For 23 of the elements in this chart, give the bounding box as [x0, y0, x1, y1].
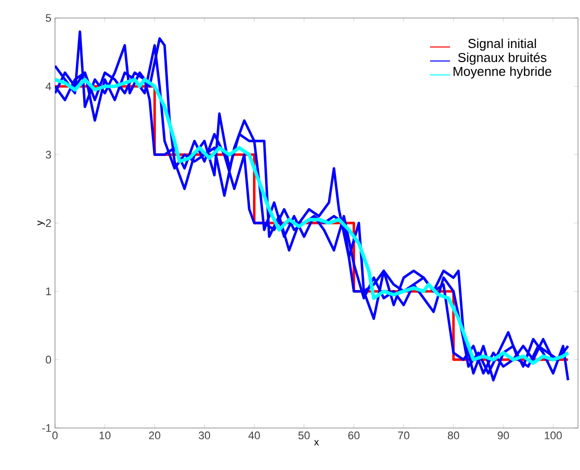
x-axis-title: x	[314, 440, 319, 446]
x-tick-label: 80	[448, 432, 460, 440]
x-tick-label: 40	[248, 432, 260, 440]
legend-label: Signaux bruités	[458, 52, 546, 65]
x-tick-label: 0	[52, 432, 58, 440]
y-tick-label: 4	[46, 82, 52, 90]
x-tick-label: 50	[298, 432, 310, 440]
x-tick-label: 60	[348, 432, 360, 440]
x-tick-label: 20	[149, 432, 160, 440]
y-tick-label: 0	[46, 356, 52, 364]
y-axis-title: y	[38, 220, 45, 226]
legend-label: Signal initial	[468, 38, 536, 51]
y-tick-label: 3	[46, 150, 51, 159]
x-tick-label: 10	[100, 432, 110, 440]
y-tick-label: 1	[46, 288, 51, 296]
x-tick-label: 100	[544, 432, 562, 440]
y-tick-label: 2	[46, 219, 51, 227]
legend-label: Moyenne hybride	[454, 66, 552, 79]
x-tick-label: 30	[198, 432, 210, 440]
y-tick-label: 5	[46, 14, 52, 22]
x-tick-label: 90	[498, 432, 509, 440]
y-tick-label: -1	[42, 424, 51, 432]
x-tick-label: 70	[398, 432, 410, 440]
